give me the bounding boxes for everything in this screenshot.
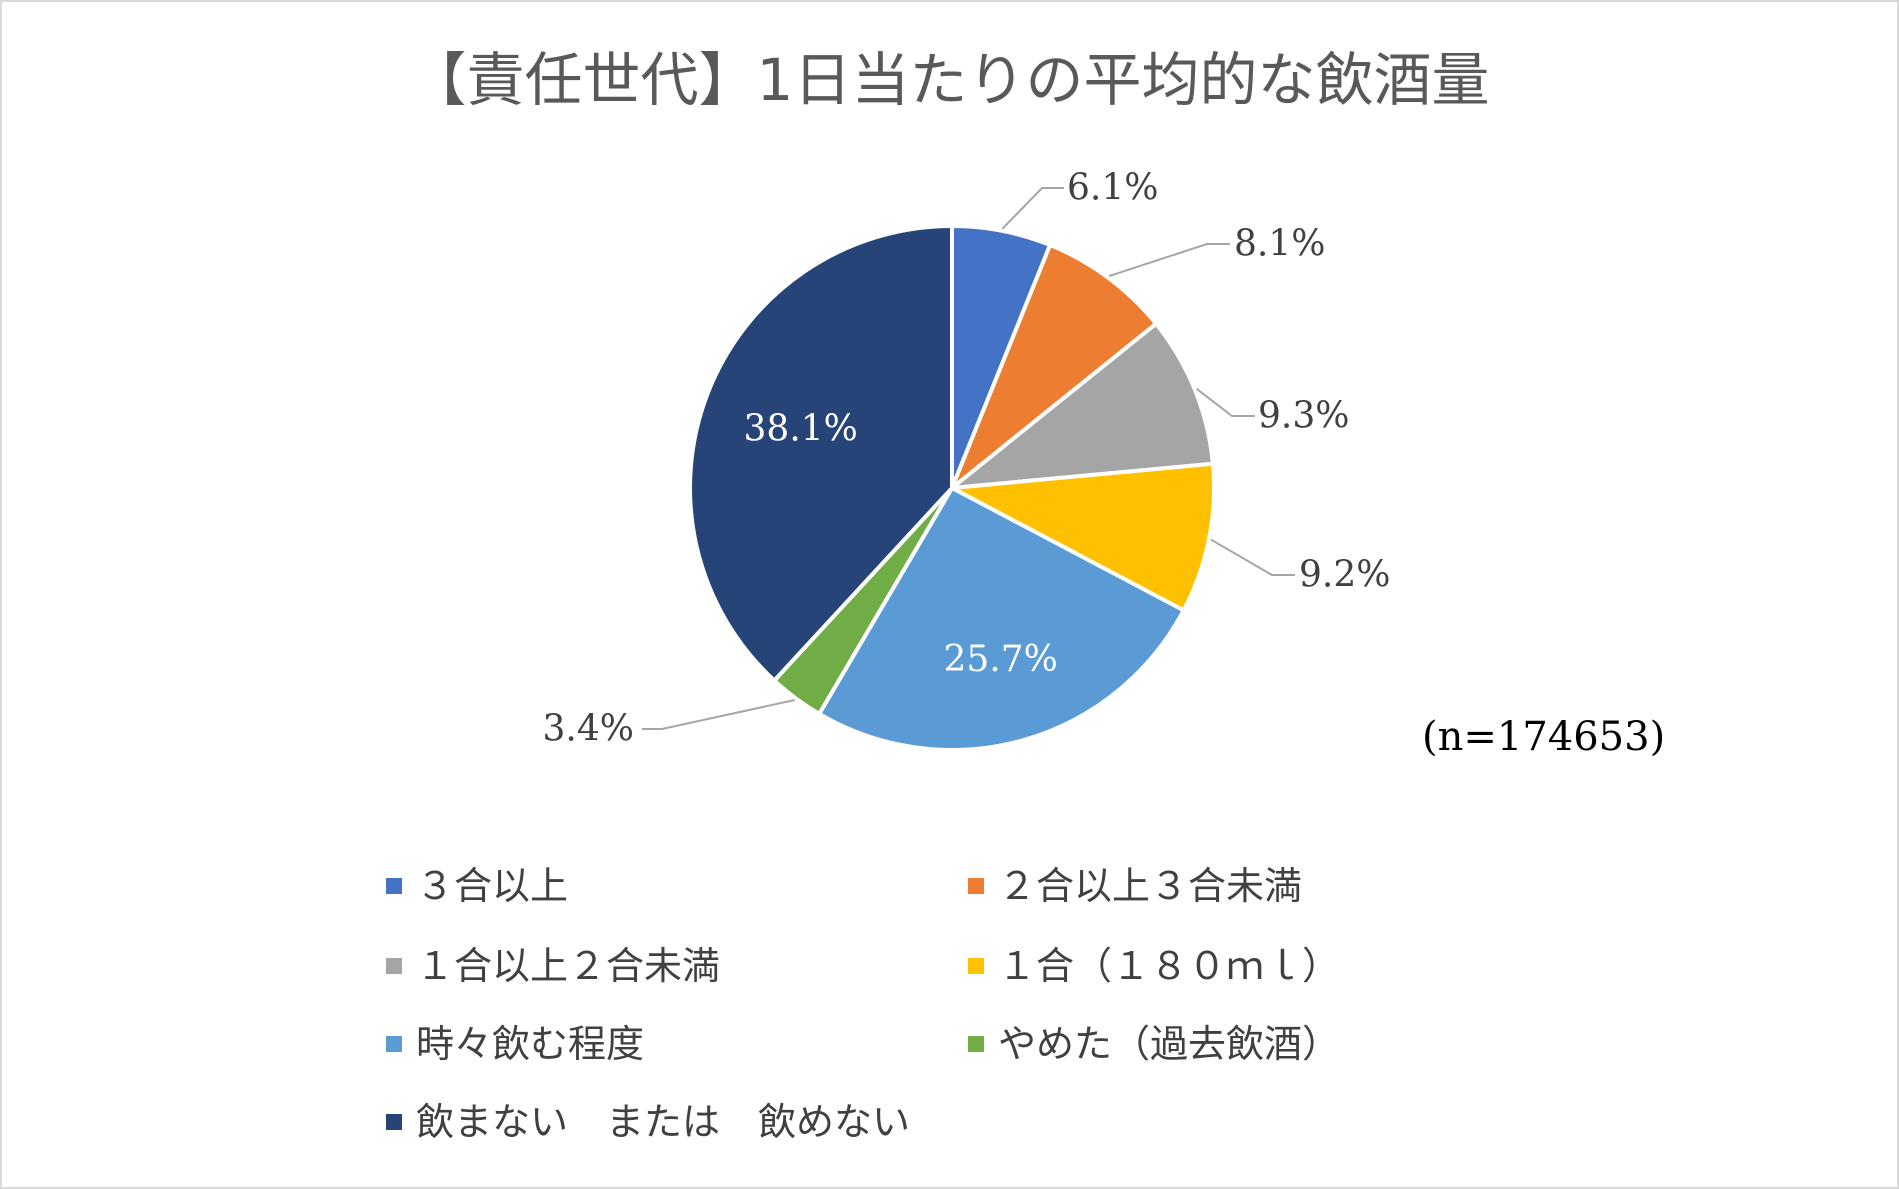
data-label-6: 3.4% <box>543 709 634 750</box>
pie-slice-3 <box>950 321 1215 490</box>
legend-label-4: １合（１８０ｍｌ） <box>998 944 1340 988</box>
data-label-5: 25.7% <box>943 639 1057 680</box>
legend-label-5: 時々飲む程度 <box>416 1022 644 1066</box>
legend-swatch-2 <box>968 878 984 894</box>
legend-swatch-6 <box>968 1036 984 1052</box>
legend-label-2: ２合以上３合未満 <box>998 864 1302 908</box>
data-label-4: 9.2% <box>1299 555 1390 596</box>
leader-line-6 <box>642 699 795 730</box>
legend: ３合以上 ２合以上３合未満 １合以上２合未満 １合（１８０ｍｌ） 時々飲む程度 やめた（過… <box>386 864 1340 1144</box>
pie-slice-5 <box>817 486 1186 752</box>
chart-title: 【責任世代】1日当たりの平均的な飲酒量 <box>409 46 1490 114</box>
legend-swatch-1 <box>386 878 402 894</box>
pie-slice-4 <box>950 461 1216 613</box>
pie-slice-7 <box>688 224 954 683</box>
leader-line-1 <box>1001 187 1064 230</box>
data-label-7: 38.1% <box>744 408 858 449</box>
legend-swatch-3 <box>386 958 402 974</box>
legend-label-3: １合以上２合未満 <box>416 944 720 988</box>
leader-line-4 <box>1210 538 1295 576</box>
legend-swatch-4 <box>968 958 984 974</box>
pie-slices <box>688 224 1216 752</box>
legend-label-7: 飲まない または 飲めない <box>416 1100 910 1144</box>
legend-label-6: やめた（過去飲酒） <box>998 1022 1340 1066</box>
leader-lines <box>642 187 1295 730</box>
sample-size-note: (n=174653) <box>1422 714 1665 760</box>
legend-swatch-5 <box>386 1036 402 1052</box>
data-labels: 6.1% 8.1% 9.3% 9.2% 25.7% 3.4% 38.1% <box>543 168 1391 750</box>
legend-label-1: ３合以上 <box>416 864 568 908</box>
leader-line-3 <box>1196 388 1255 417</box>
data-label-3: 9.3% <box>1258 396 1349 437</box>
data-label-1: 6.1% <box>1067 168 1158 209</box>
data-label-2: 8.1% <box>1234 224 1325 265</box>
legend-swatch-7 <box>386 1114 402 1130</box>
leader-line-2 <box>1109 243 1230 277</box>
pie-slice-2 <box>950 243 1159 490</box>
